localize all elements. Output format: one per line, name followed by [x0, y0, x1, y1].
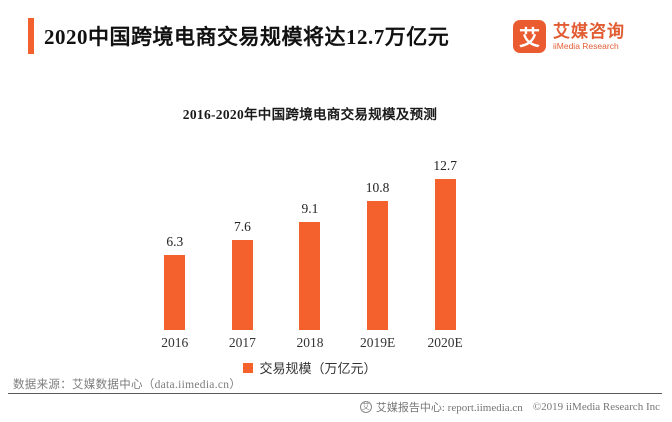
bar	[164, 255, 186, 330]
x-axis-tick-label: 2018	[296, 335, 324, 350]
logo-glyph: 艾	[519, 26, 540, 50]
footer-bottom: 艾 艾媒报告中心: report.iimedia.cn ©2019 iiMedi…	[359, 399, 660, 415]
legend-label: 交易规模（万亿元）	[259, 361, 377, 376]
page-title: 2020中国跨境电商交易规模将达12.7万亿元	[44, 25, 450, 49]
bar-value-label: 10.8	[365, 180, 390, 195]
x-axis-tick-label: 2017	[228, 335, 256, 350]
title-accent-bar	[28, 18, 34, 54]
x-axis-tick-label: 2019E	[359, 335, 396, 350]
chart-title: 2016-2020年中国跨境电商交易规模及预测	[182, 107, 438, 122]
data-source-note: 数据来源：艾媒数据中心（data.iimedia.cn）	[13, 379, 242, 391]
iimedia-logo-icon: 艾	[513, 20, 546, 53]
bar-group: 6.3	[141, 137, 209, 330]
bar-value-label: 12.7	[433, 158, 457, 173]
legend-swatch-icon	[243, 362, 254, 373]
report-center-url: 艾媒报告中心: report.iimedia.cn	[375, 402, 523, 414]
bar	[231, 240, 253, 330]
header: 2020中国跨境电商交易规模将达12.7万亿元	[28, 18, 449, 54]
logo-name-en: iiMedia Research	[553, 41, 619, 51]
bar-group: 12.7	[411, 137, 479, 330]
logo-name-cn: 艾媒咨询	[553, 22, 625, 41]
chart-plot-area: 6.3 7.6 9.1 10.8 12.7	[141, 137, 479, 330]
logo-text: 艾媒咨询 iiMedia Research	[553, 22, 625, 51]
bar	[299, 222, 321, 330]
bar-value-label: 6.3	[166, 234, 184, 249]
chart-legend: 交易规模（万亿元）	[141, 358, 479, 377]
x-axis-labels: 2016 2017 2018 2019E 2020E	[141, 335, 479, 351]
x-axis-tick-label: 2020E	[427, 335, 463, 350]
bar-group: 7.6	[209, 137, 277, 330]
bar-chart: 2016-2020年中国跨境电商交易规模及预测 6.3 7.6 9.1 10.8 12.…	[141, 103, 479, 377]
iimedia-logo: 艾 艾媒咨询 iiMedia Research	[513, 20, 625, 53]
footer-divider	[8, 393, 662, 394]
x-axis-tick-label: 2016	[161, 335, 189, 350]
copyright-text: ©2019 iiMedia Research Inc	[532, 401, 660, 413]
bar	[434, 179, 456, 330]
bar	[367, 201, 389, 330]
bar-value-label: 9.1	[301, 201, 319, 216]
bar-value-label: 7.6	[233, 219, 251, 234]
bar-group: 9.1	[276, 137, 344, 330]
bar-group: 10.8	[344, 137, 412, 330]
iimedia-report-icon: 艾	[359, 401, 372, 413]
